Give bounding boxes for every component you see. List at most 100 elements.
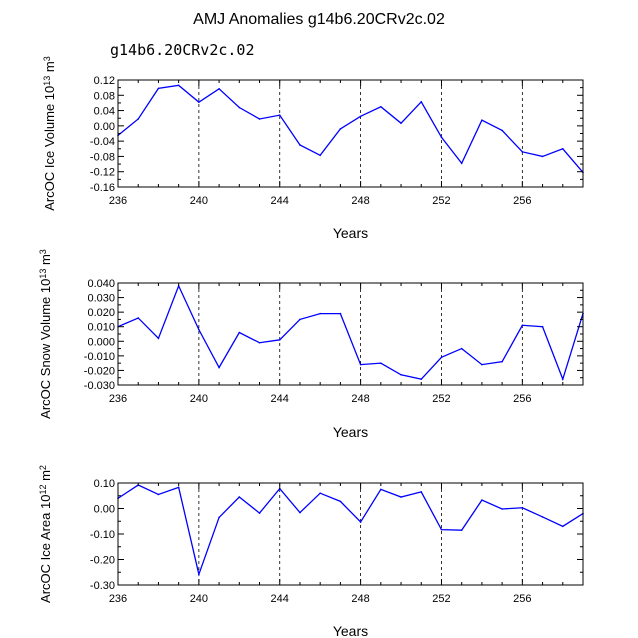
data-series-line [117,484,584,577]
y-tick-label: -0.010 [84,351,115,363]
x-tick-label: 252 [432,393,450,405]
data-point [258,512,261,514]
data-point [157,337,160,340]
y-axis-label-text: m [42,61,57,75]
data-point [198,101,200,103]
data-point [541,325,544,328]
y-axis-label-text: ArcOC Snow Volume 10 [38,279,53,419]
subtitle: g14b6.20CRv2c.02 [110,41,255,59]
y-tick-label: -0.30 [90,580,115,592]
y-axis-label-text: ArcOC Ice Volume 10 [42,86,57,211]
x-tick-label: 244 [271,393,289,405]
x-axis-label: Years [333,424,368,440]
y-axis-label: ArcOC Ice Area 1012 m2 [38,465,53,603]
data-point [541,155,544,158]
y-axis-label: ArcOC Snow Volume 1013 m3 [38,249,53,419]
y-tick-label: 0.00 [94,121,115,133]
x-tick-label: 256 [513,393,531,405]
data-point [460,529,463,531]
x-tick-label: 240 [190,393,208,405]
y-tick-label: 0.08 [94,90,115,102]
data-point [460,347,463,350]
data-point [521,151,524,153]
data-point [319,312,321,315]
data-point [521,324,524,327]
data-point [258,118,261,120]
data-point [218,516,220,519]
y-tick-label: -0.030 [84,380,115,392]
data-point [218,366,220,369]
x-tick-label: 244 [271,195,289,207]
data-point [359,363,362,366]
data-point [137,118,140,120]
y-tick-label: 0.000 [87,336,115,348]
data-point [359,521,362,523]
data-point [481,363,483,366]
y-tick-label: 0.12 [94,75,115,87]
data-point [380,105,382,108]
data-point [561,378,564,380]
x-tick-label: 236 [109,393,127,405]
y-tick-label: -0.10 [90,529,115,541]
y-axis-label: ArcOC Ice Volume 1013 m3 [42,56,57,210]
y-axis-label-text: m [38,470,53,484]
y-tick-label: -0.12 [90,167,115,179]
x-tick-label: 236 [109,593,127,605]
data-point [501,508,503,510]
y-tick-label: 0.040 [87,278,115,290]
data-series-line [117,284,584,382]
y-axis-label-superscript: 2 [38,465,48,470]
data-point [380,488,382,491]
data-point [521,506,524,509]
data-point [278,114,281,116]
y-tick-label: 0.020 [87,307,115,319]
data-point [561,525,564,528]
data-point [278,339,281,341]
data-point [319,492,321,495]
data-point [339,312,342,315]
data-point [380,362,382,364]
chart-panel-2: 236 240 244 248 252 256 -0.030 -0.020 -0.010 0.00… [38,249,584,440]
plot-frame [117,482,584,586]
data-point [238,496,241,498]
data-point [440,136,443,139]
data-point [481,499,483,501]
data-point [561,147,564,150]
x-axis-label: Years [333,623,368,638]
y-tick-label: 0.00 [94,504,115,516]
data-point [440,528,443,531]
y-axis-label-text: ArcOC Ice Area 10 [38,495,53,603]
data-point [157,493,160,496]
data-point [258,341,261,344]
data-point [481,119,483,121]
data-point [238,106,241,109]
plot-frame [117,79,584,188]
data-point [339,500,342,503]
y-axis-label-text: m [38,254,53,268]
data-point [359,115,362,118]
y-axis-label-superscript: 13 [42,76,52,86]
chart-panel-3: 236 240 244 248 252 256 -0.30 -0.20 -0.10 0.00 0.1… [38,465,584,638]
x-tick-label: 256 [513,195,531,207]
y-tick-label: -0.20 [90,555,115,567]
data-point [218,87,220,90]
y-tick-label: -0.16 [90,182,115,194]
y-tick-label: -0.04 [90,136,115,148]
data-point [420,491,423,493]
y-tick-label: -0.020 [84,365,115,377]
data-point [177,84,180,87]
data-point [299,511,301,514]
data-point [198,328,200,331]
x-tick-label: 240 [190,593,208,605]
plot-frame [117,282,584,386]
x-tick-label: 256 [513,593,531,605]
data-point [541,516,544,518]
chart-panel-1: 236 240 244 248 252 256 -0.16 -0.12 -0.08 -0.04 0.… [42,56,584,241]
data-point [420,378,423,380]
data-point [299,144,301,146]
data-point [238,331,241,334]
data-point [501,129,503,132]
data-point [420,100,423,103]
y-axis-label-superscript: 3 [38,249,48,254]
data-point [177,486,180,489]
